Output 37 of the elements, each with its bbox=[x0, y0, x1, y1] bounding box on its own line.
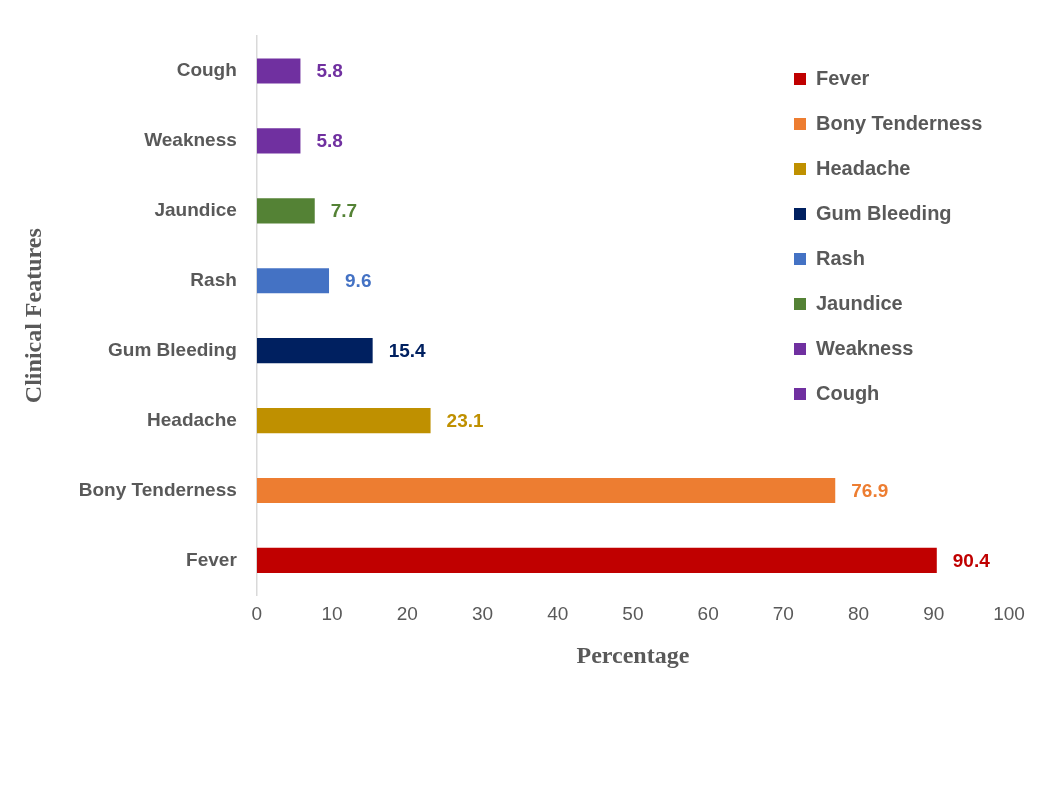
legend-label: Gum Bleeding bbox=[816, 201, 952, 224]
data-label: 5.8 bbox=[316, 60, 343, 82]
legend-label: Jaundice bbox=[816, 291, 903, 314]
legend-label: Headache bbox=[816, 156, 911, 179]
y-tick-label: Gum Bleeding bbox=[108, 338, 237, 360]
x-tick-label: 10 bbox=[321, 603, 343, 625]
x-tick-label: 90 bbox=[923, 603, 945, 625]
legend-label: Cough bbox=[816, 381, 880, 404]
data-label: 7.7 bbox=[330, 200, 358, 222]
y-tick-label: Weakness bbox=[144, 129, 237, 151]
data-label: 15.4 bbox=[388, 339, 427, 361]
y-axis-title: Clinical Features bbox=[19, 228, 46, 404]
legend-label: Rash bbox=[816, 246, 865, 269]
legend-label: Weakness bbox=[816, 336, 914, 359]
data-label: 23.1 bbox=[446, 409, 484, 431]
data-label: 76.9 bbox=[851, 479, 889, 501]
x-tick-label: 40 bbox=[547, 603, 569, 625]
x-tick-label: 60 bbox=[697, 603, 719, 625]
legend-label: Bony Tenderness bbox=[816, 111, 983, 134]
data-label: 9.6 bbox=[345, 269, 372, 291]
y-tick-label: Headache bbox=[147, 408, 237, 430]
y-tick-label: Fever bbox=[186, 548, 238, 570]
y-tick-label: Jaundice bbox=[154, 199, 237, 221]
y-tick-label: Rash bbox=[190, 268, 237, 290]
x-tick-label: 50 bbox=[622, 603, 644, 625]
x-tick-label: 100 bbox=[993, 603, 1025, 625]
x-tick-label: 70 bbox=[772, 603, 794, 625]
data-label: 5.8 bbox=[316, 130, 343, 152]
x-tick-label: 80 bbox=[847, 603, 870, 625]
x-tick-label: 20 bbox=[396, 603, 418, 625]
y-tick-label: Cough bbox=[176, 59, 237, 81]
y-tick-label: Bony Tenderness bbox=[78, 478, 237, 500]
x-tick-label: 30 bbox=[471, 603, 494, 625]
legend-label: Fever bbox=[816, 66, 870, 89]
x-tick-label: 0 bbox=[251, 603, 263, 625]
x-axis-title: Percentage bbox=[576, 641, 690, 668]
data-label: 90.4 bbox=[952, 549, 991, 571]
